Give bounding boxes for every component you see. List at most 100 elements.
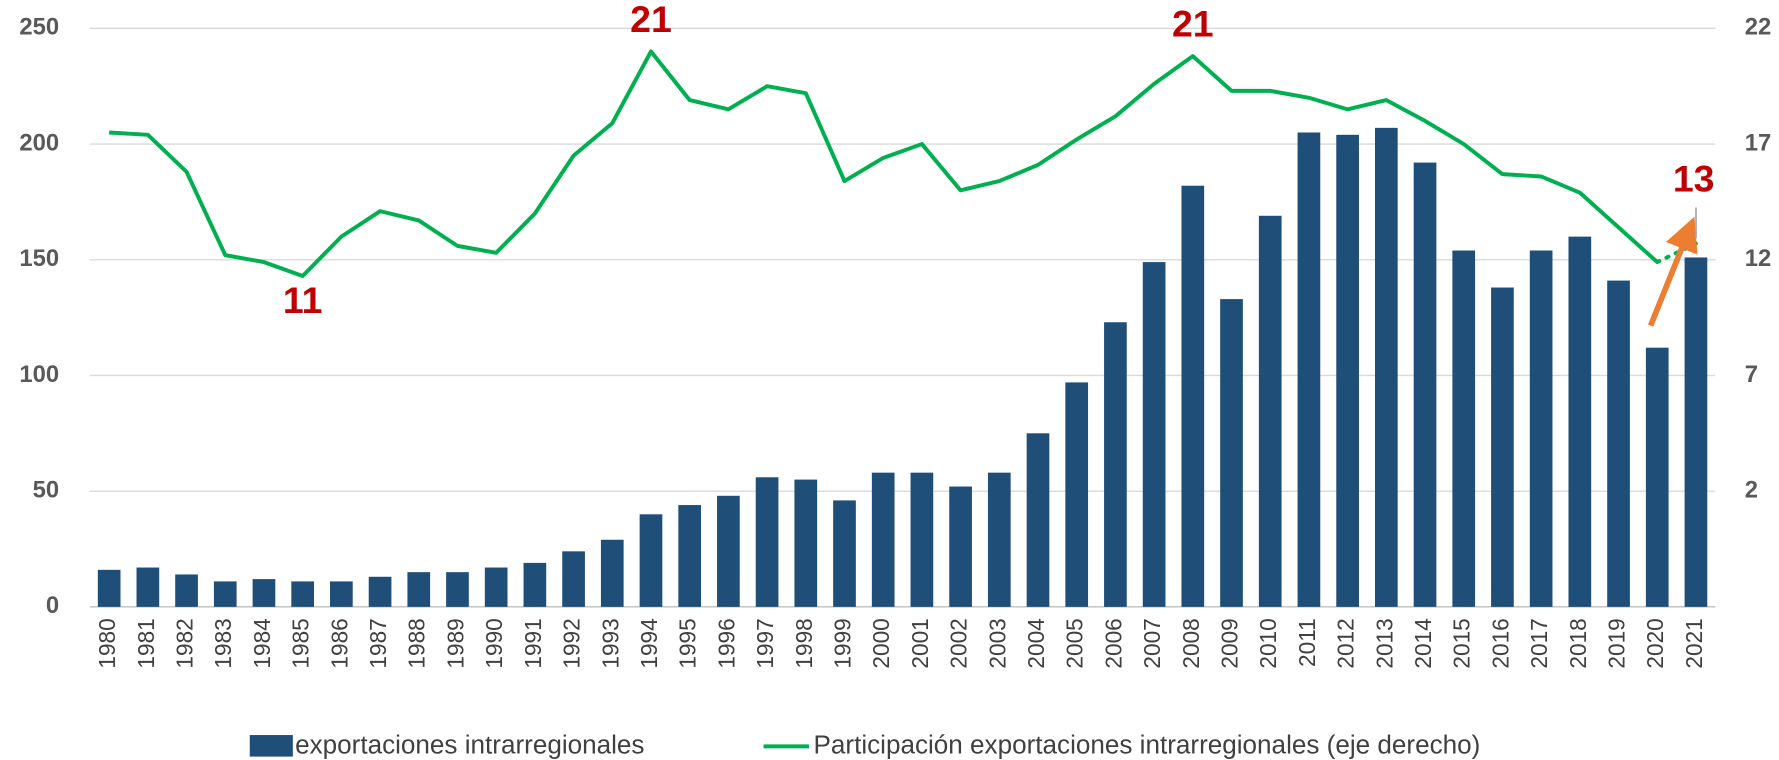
bar (987, 472, 1011, 607)
x-tick-label: 1984 (249, 618, 275, 668)
bar (291, 581, 315, 607)
x-tick-label: 1989 (442, 618, 468, 668)
x-tick-label: 2011 (1294, 618, 1320, 667)
bar (1336, 134, 1359, 607)
bar (871, 472, 895, 607)
x-tick-label: 2009 (1216, 618, 1242, 668)
x-tick-label: 1988 (404, 618, 430, 668)
bar (562, 551, 585, 607)
x-tick-label: 1981 (133, 618, 159, 668)
x-tick-label: 1980 (94, 618, 120, 668)
bar (1374, 127, 1398, 607)
y2-tick-label: 17 (1745, 129, 1772, 156)
x-tick-label: 2010 (1255, 618, 1281, 668)
bar (368, 576, 392, 607)
x-tick-label: 2016 (1487, 618, 1513, 668)
x-tick-label: 1996 (713, 618, 739, 668)
x-tick-label: 1985 (288, 618, 314, 668)
bar (175, 574, 198, 607)
bar (1607, 280, 1630, 607)
x-tick-label: 2014 (1410, 618, 1436, 668)
x-tick-label: 1999 (829, 618, 855, 668)
y-tick-label: 50 (33, 476, 60, 503)
bar (1142, 262, 1166, 607)
annotation: 11 (283, 279, 323, 321)
x-tick-label: 2020 (1642, 618, 1668, 668)
bar (833, 500, 856, 607)
x-tick-label: 2015 (1449, 618, 1475, 668)
x-tick-label: 2006 (1100, 618, 1126, 668)
bars (97, 127, 1708, 607)
x-tick-label: 2001 (907, 618, 933, 668)
bar (1645, 347, 1669, 607)
x-tick-label: 1995 (675, 618, 701, 668)
labels: 0 50 100 150 200 250 2 7 12 17 22 1980 1981 1982 1983 1… (19, 0, 1771, 669)
annotation: 21 (1172, 3, 1214, 45)
bar (213, 581, 237, 607)
bar (1104, 322, 1127, 607)
bar (639, 514, 663, 607)
bar (1413, 162, 1437, 607)
x-tick-label: 1990 (481, 618, 507, 668)
bar (1297, 132, 1321, 607)
grid (89, 27, 1716, 608)
bar (1220, 299, 1243, 607)
y2-tick-label: 12 (1745, 245, 1772, 272)
x-tick-label: 2021 (1681, 618, 1707, 668)
bar (678, 505, 702, 607)
bar (330, 581, 353, 607)
bar (794, 479, 818, 607)
bar (1452, 250, 1476, 607)
bar (136, 567, 160, 607)
legend-label: exportaciones intrarregionales (295, 729, 644, 759)
y-tick-label: 150 (19, 245, 59, 272)
x-tick-label: 2005 (1062, 618, 1088, 668)
bar (717, 495, 740, 607)
bar (484, 567, 508, 607)
line (109, 49, 1659, 278)
y-tick-label: 200 (19, 129, 59, 156)
lines (109, 49, 1698, 278)
x-tick-label: 2004 (1023, 618, 1049, 668)
bar (407, 572, 431, 607)
bar (755, 477, 779, 607)
x-tick-label: 2013 (1371, 618, 1397, 668)
x-tick-label: 2012 (1333, 618, 1359, 668)
bar (1026, 433, 1050, 607)
y-tick-label: 250 (19, 14, 59, 41)
x-tick-label: 1987 (365, 618, 391, 668)
x-tick-label: 2000 (868, 618, 894, 668)
bar (1568, 236, 1592, 607)
bar (97, 569, 121, 607)
y-tick-label: 100 (19, 361, 59, 388)
x-tick-label: 2007 (1139, 618, 1165, 668)
bar (252, 579, 276, 607)
y2-tick-label: 7 (1745, 361, 1758, 388)
x-tick-label: 1994 (636, 618, 662, 668)
annotation: 21 (630, 0, 672, 40)
x-tick-label: 2018 (1565, 618, 1591, 668)
x-tick-label: 1991 (520, 618, 546, 668)
bar (1258, 215, 1282, 607)
bar (600, 539, 624, 607)
y2-tick-label: 2 (1745, 476, 1758, 503)
bar (446, 572, 469, 607)
x-tick-label: 1998 (791, 618, 817, 668)
annotation: 13 (1673, 157, 1715, 199)
y2-tick-label: 22 (1745, 14, 1772, 41)
x-tick-label: 1986 (326, 618, 352, 668)
arrow (1648, 216, 1698, 327)
bar (523, 562, 547, 607)
x-tick-label: 2002 (946, 618, 972, 668)
x-tick-label: 1992 (559, 618, 585, 668)
bar (949, 486, 972, 607)
bar (1684, 257, 1708, 607)
x-tick-label: 2008 (1178, 618, 1204, 668)
bar (1529, 250, 1553, 607)
x-tick-label: 2019 (1604, 618, 1630, 668)
bar (1065, 382, 1089, 607)
y-tick-label: 0 (46, 592, 59, 619)
x-tick-label: 1983 (210, 618, 236, 668)
bar (910, 472, 934, 607)
